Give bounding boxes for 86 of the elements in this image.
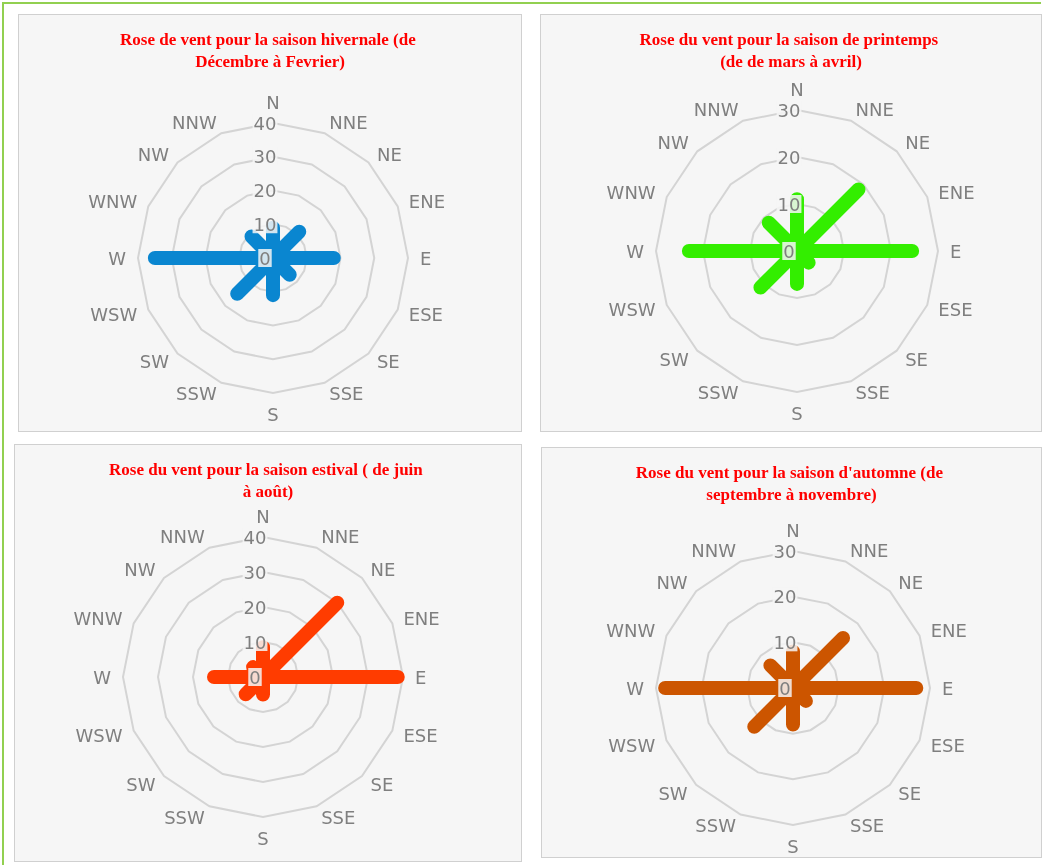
spoke-label: SSW — [695, 815, 737, 837]
spoke-label: SW — [139, 351, 170, 373]
spoke-label: WSW — [75, 724, 123, 746]
spoke-label: WSW — [608, 734, 656, 756]
spoke-label: ESE — [938, 299, 973, 321]
spoke-label: NW — [124, 559, 156, 581]
y-tick-label: 40 — [243, 526, 267, 548]
spoke-label: NNE — [329, 111, 368, 133]
spoke-label: E — [942, 677, 954, 699]
y-tick-label: 20 — [253, 180, 277, 201]
spoke-label: ESE — [403, 724, 438, 746]
spoke-label: W — [93, 666, 112, 688]
spoke-label: SSE — [329, 383, 364, 405]
chart-title: Rose du vent pour la saison d'automne (de septembre à novembre) — [635, 462, 948, 504]
spoke-label: S — [791, 402, 803, 424]
spoke-label: N — [786, 519, 800, 541]
spoke-label: WNW — [88, 191, 138, 213]
spoke-label: NNW — [160, 526, 206, 548]
y-tick-label: 0 — [783, 240, 795, 262]
spoke-label: NW — [137, 143, 170, 165]
chart-title: Rose du vent pour la saison estival ( de juin à août) — [108, 459, 428, 501]
spoke-label: NNE — [321, 526, 360, 548]
spoke-label: N — [790, 78, 804, 100]
spoke-label: ESE — [930, 734, 965, 756]
spoke-label: W — [626, 677, 645, 699]
spoke-label: SE — [898, 782, 922, 804]
spoke-label: NE — [370, 559, 396, 581]
y-tick-label: 40 — [253, 112, 277, 134]
y-tick-label: 0 — [249, 666, 261, 688]
spoke-label: WNW — [606, 620, 656, 642]
spoke-label: SSW — [176, 383, 217, 405]
y-tick-label: 10 — [777, 193, 801, 215]
spoke-label: SSW — [697, 381, 739, 403]
y-tick-label: 0 — [259, 247, 271, 269]
y-tick-label: 30 — [777, 99, 801, 121]
spoke-label: SW — [126, 773, 156, 795]
spoke-label: E — [415, 666, 427, 688]
chart-title: Rose du vent pour la saison de printemps (de de mars à avril) — [639, 29, 943, 71]
spoke-label: NW — [657, 132, 690, 154]
spoke-label: NW — [656, 572, 688, 594]
spoke-label: SW — [659, 348, 689, 370]
spoke-label: ENE — [938, 181, 975, 203]
spoke-label: ENE — [403, 608, 440, 630]
spoke-label: WNW — [73, 608, 123, 630]
spoke-label: ENE — [408, 191, 446, 213]
spoke-label: SSE — [855, 381, 890, 403]
spoke-label: NE — [898, 572, 924, 594]
y-tick-label: 20 — [773, 586, 797, 608]
spoke-label: W — [108, 247, 127, 269]
y-tick-label: 10 — [773, 631, 797, 653]
spoke-label: S — [257, 827, 269, 849]
spoke-label: SE — [376, 351, 400, 373]
spoke-label: SSE — [850, 815, 885, 837]
chart-title: Rose de vent pour la saison hivernale (de Décembre à Fevrier) — [119, 29, 421, 71]
y-tick-label: 30 — [253, 146, 277, 168]
y-tick-label: 20 — [777, 146, 801, 168]
spoke-label: WNW — [606, 181, 656, 203]
spoke-label: N — [266, 91, 280, 113]
spoke-label: NNW — [172, 111, 217, 133]
spoke-label: SSW — [164, 806, 206, 828]
spoke-label: NNW — [693, 99, 739, 121]
spoke-label: NNE — [855, 99, 894, 121]
spoke-label: NE — [905, 132, 931, 154]
spoke-label: E — [420, 247, 432, 269]
spoke-label: NNW — [691, 539, 737, 561]
spoke-label: WSW — [90, 303, 138, 325]
spoke-label: SSE — [321, 806, 356, 828]
spoke-label: S — [787, 835, 799, 857]
spoke-label: SE — [370, 773, 394, 795]
y-tick-label: 10 — [253, 213, 277, 235]
y-tick-label: 10 — [243, 631, 267, 653]
spoke-label: S — [267, 403, 279, 425]
spoke-label: SW — [658, 782, 688, 804]
spoke-label: E — [950, 240, 962, 262]
y-tick-label: 30 — [243, 561, 267, 583]
spoke-label: SE — [905, 348, 928, 370]
y-tick-label: 20 — [243, 596, 267, 618]
spoke-label: N — [256, 505, 270, 527]
spoke-label: ESE — [408, 303, 443, 325]
spoke-label: NNE — [850, 539, 889, 561]
spoke-label: W — [626, 240, 645, 262]
y-tick-label: 30 — [773, 540, 797, 562]
spoke-label: ENE — [930, 620, 967, 642]
y-tick-label: 0 — [779, 677, 791, 699]
spoke-label: WSW — [608, 299, 656, 321]
spoke-label: NE — [376, 143, 402, 165]
